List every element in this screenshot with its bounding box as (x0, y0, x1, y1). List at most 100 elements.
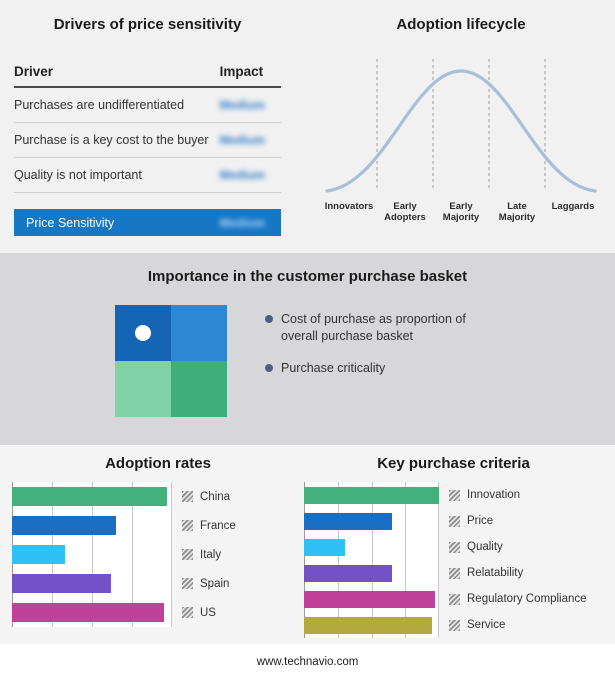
bar-row (304, 560, 439, 586)
gridline (438, 482, 439, 638)
bar-us (12, 603, 164, 622)
bar-innovation (304, 486, 439, 504)
price-sensitivity-label: Price Sensitivity (26, 215, 115, 230)
quadrant-matrix (115, 305, 227, 417)
gridline (304, 482, 305, 638)
hatch-legend-icon (182, 607, 193, 618)
hatch-legend-icon (449, 567, 460, 579)
bar-label: Regulatory Compliance (439, 586, 587, 612)
top-section: Drivers of price sensitivity Driver Impa… (0, 0, 615, 253)
bar-category-label: Spain (200, 577, 230, 590)
lifecycle-stage-label: Early Majority (442, 201, 480, 224)
adoption-lifecycle-panel: Adoption lifecycle Innovators Early Adopt… (303, 8, 601, 253)
bar-france (12, 516, 116, 535)
position-marker-dot (135, 325, 151, 341)
lifecycle-stage-label: Late Majority (498, 201, 536, 224)
driver-row: Purchases are undifferentiated Medium (14, 87, 281, 123)
lifecycle-curve-chart (325, 59, 597, 193)
hatch-legend-icon (449, 515, 460, 527)
bar-label: Quality (439, 534, 587, 560)
bar-row (304, 586, 439, 612)
hatch-legend-icon (449, 593, 460, 605)
driver-label: Purchase is a key cost to the buyer (14, 122, 220, 158)
bar-label: Italy (172, 540, 236, 569)
impact-value: Medium (219, 157, 281, 193)
basket-bullet: Cost of purchase as proportion of overal… (265, 311, 500, 345)
lifecycle-stage-label: Innovators (324, 201, 374, 212)
bar-row (304, 508, 439, 534)
hatch-legend-icon (182, 578, 193, 589)
bar-category-label: Service (467, 619, 506, 631)
bar-regulatory-compliance (304, 590, 435, 608)
basket-content: Cost of purchase as proportion of overal… (0, 305, 615, 417)
impact-column-header: Impact (219, 57, 281, 88)
bar-labels: Innovation Price Quality Relatability Regula… (439, 482, 587, 638)
quadrant-bottom-right (171, 361, 227, 417)
key-purchase-criteria-title: Key purchase criteria (377, 455, 530, 472)
bar-category-label: France (200, 519, 236, 532)
lifecycle-stage-label: Laggards (551, 201, 595, 212)
bar-category-label: Relatability (467, 567, 524, 579)
bar-label: China (172, 482, 236, 511)
bar-category-label: Innovation (467, 489, 521, 501)
hatch-legend-icon (449, 489, 460, 501)
drivers-table-body: Purchases are undifferentiated Medium Purc… (14, 87, 281, 193)
bar-service (304, 616, 433, 634)
impact-value: Medium (219, 87, 281, 123)
bar-label: US (172, 598, 236, 627)
adoption-rates-chart: Adoption rates China France Italy Spain US (12, 455, 304, 644)
bar-price (304, 512, 392, 530)
bar-plot (304, 482, 439, 638)
adoption-rates-title: Adoption rates (105, 455, 211, 472)
hatch-legend-icon (182, 549, 193, 560)
bar-category-label: China (200, 490, 231, 503)
bar-labels: China France Italy Spain US (172, 482, 236, 627)
website-footer: www.technavio.com (0, 644, 615, 680)
driver-label: Quality is not important (14, 157, 220, 193)
bar-category-label: Regulatory Compliance (467, 593, 587, 605)
adoption-curve (325, 69, 597, 193)
bar-category-label: Price (467, 515, 494, 527)
drivers-title: Drivers of price sensitivity (53, 16, 242, 33)
drivers-header-row: Driver Impact (14, 57, 281, 88)
bar-china (12, 487, 168, 506)
bar-category-label: Italy (200, 548, 222, 561)
price-sensitivity-impact: Medium (219, 215, 265, 230)
price-sensitivity-panel: Drivers of price sensitivity Driver Impa… (14, 8, 303, 253)
basket-bullet: Purchase criticality (265, 360, 500, 377)
driver-label: Purchases are undifferentiated (14, 87, 220, 123)
driver-row: Purchase is a key cost to the buyer Mediu… (14, 122, 281, 158)
hatch-legend-icon (182, 491, 193, 502)
bar-category-label: Quality (467, 541, 503, 553)
hatch-legend-icon (182, 520, 193, 531)
drivers-table: Driver Impact Purchases are undifferenti… (14, 57, 281, 193)
impact-value: Medium (219, 122, 281, 158)
bar-category-label: US (200, 606, 216, 619)
bar-spain (12, 574, 112, 593)
basket-title: Importance in the customer purchase bask… (147, 268, 468, 285)
gridline (132, 482, 133, 627)
gridline (171, 482, 172, 627)
bar-label: Relatability (439, 560, 587, 586)
bar-label: Spain (172, 569, 236, 598)
bottom-section: Adoption rates China France Italy Spain US K… (0, 445, 615, 644)
driver-column-header: Driver (14, 57, 220, 88)
lifecycle-stage-label: Early Adopters (384, 201, 426, 224)
bar-row (12, 482, 172, 511)
gridline (92, 482, 93, 627)
bar-label: France (172, 511, 236, 540)
lifecycle-title: Adoption lifecycle (396, 16, 526, 33)
bar-label: Innovation (439, 482, 587, 508)
bar-label: Price (439, 508, 587, 534)
bar-quality (304, 538, 345, 556)
bar-plot (12, 482, 172, 627)
quadrant-bottom-left (115, 361, 171, 417)
bar-italy (12, 545, 65, 564)
gridline (405, 482, 407, 638)
basket-bullet-list: Cost of purchase as proportion of overal… (265, 311, 500, 392)
bar-row (12, 540, 172, 569)
bar-relatability (304, 564, 392, 582)
gridline (337, 482, 339, 638)
bar-label: Service (439, 612, 587, 638)
